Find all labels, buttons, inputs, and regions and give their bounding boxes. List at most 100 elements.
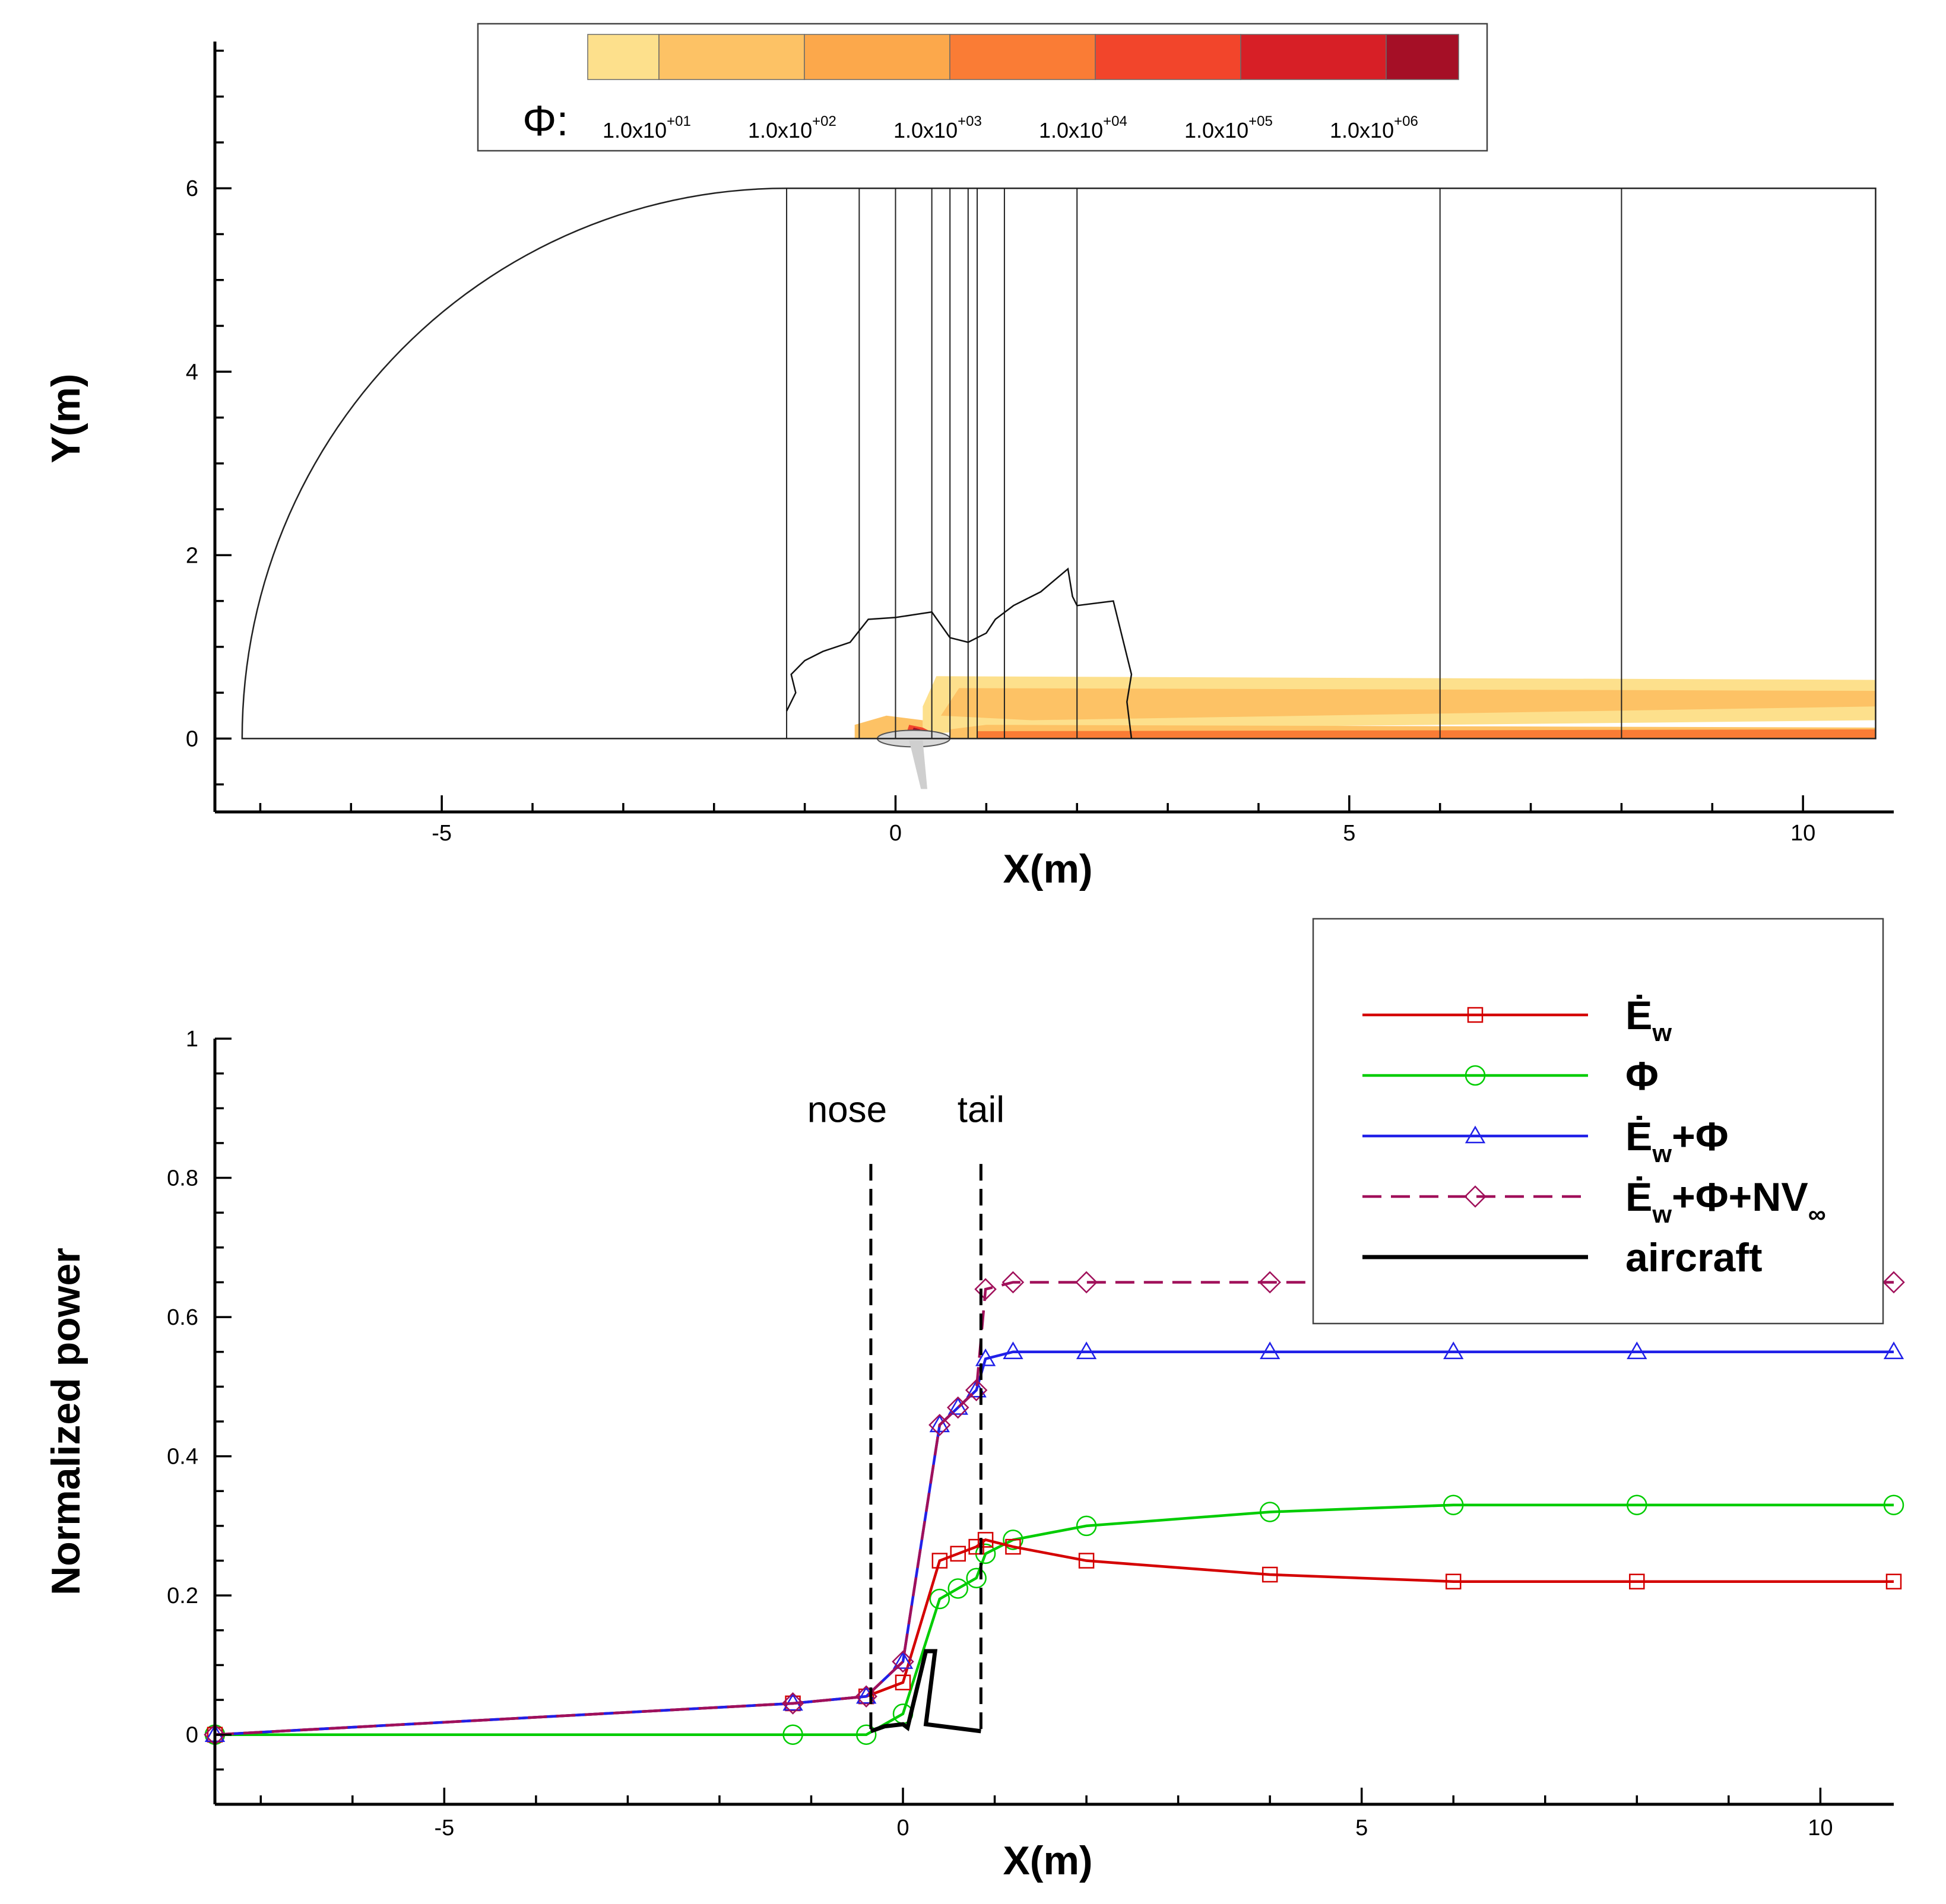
colorbar-swatch [1386, 34, 1459, 80]
contour-axes: -5 0 5 10 0 2 4 6 [186, 42, 1894, 846]
data-point-circle [947, 1578, 968, 1599]
legend-entry-label: Ėw+Φ+NV∞ [1625, 1175, 1826, 1228]
data-point-square [1629, 1573, 1645, 1589]
annotation-label-tail: tail [958, 1090, 1004, 1131]
legend-label-base: Φ [1625, 1053, 1659, 1099]
legend-frame [1312, 918, 1884, 1325]
y-tick-label: 0 [186, 726, 198, 751]
data-point-triangle [1883, 1341, 1904, 1359]
y-tick-label-power: 0.8 [167, 1166, 198, 1191]
y-tick-label-power: 0.2 [167, 1584, 198, 1608]
data-point-square [950, 1546, 966, 1562]
legend-entry-label: aircraft [1625, 1235, 1763, 1280]
data-point-triangle [1443, 1341, 1464, 1359]
x-axis-title-power: X(m) [1003, 1838, 1092, 1883]
colorbar-symbol: Φ: [522, 97, 568, 145]
legend-label-subscript: w [1652, 1140, 1672, 1167]
data-point-diamond [946, 1396, 969, 1419]
colorbar-tick-base: 1.0x10 [748, 118, 812, 142]
legend-label-subscript: w [1652, 1200, 1672, 1228]
y-tick-label-power: 0.4 [167, 1445, 198, 1470]
colorbar-swatch [1240, 34, 1387, 80]
data-point-triangle [929, 1414, 950, 1433]
legend-label-tail: +Φ [1672, 1114, 1729, 1159]
colorbar-tick-exponent: +04 [1103, 113, 1127, 129]
colorbar-tick-label: 1.0x10+01 [603, 113, 691, 142]
data-point-square [977, 1532, 994, 1548]
colorbar-swatch [658, 34, 805, 80]
legend-entry-label: Φ [1625, 1053, 1659, 1099]
data-point-square [1445, 1573, 1462, 1589]
legend-label-base: Ė [1625, 1175, 1652, 1220]
colorbar-tick-base: 1.0x10 [1184, 118, 1248, 142]
colorbar-tick-exponent: +06 [1394, 113, 1418, 129]
data-point-square [1467, 1007, 1484, 1023]
data-point-circle [782, 1724, 803, 1745]
x-tick-label: -5 [432, 821, 452, 846]
data-point-triangle [1003, 1341, 1023, 1359]
series--group [204, 1494, 1904, 1745]
data-point-triangle [947, 1397, 968, 1415]
y-tick-label: 4 [186, 360, 198, 385]
data-point-diamond [974, 1278, 997, 1300]
aircraft-fin-shadow [909, 740, 927, 789]
data-point-circle [1627, 1494, 1647, 1515]
y-tick-label: 2 [186, 543, 198, 568]
colorbar-swatch [804, 34, 950, 80]
phi-band-low [940, 688, 1876, 721]
data-point-triangle [892, 1651, 914, 1669]
data-point-square [1262, 1566, 1278, 1583]
data-point-circle [966, 1567, 987, 1589]
data-point-diamond [1001, 1271, 1025, 1294]
series-line [214, 1350, 1894, 1736]
data-point-diamond [781, 1692, 804, 1715]
data-point-triangle [1627, 1341, 1647, 1359]
y-tick-label-power: 0.6 [167, 1305, 198, 1330]
colorbar-tick-label: 1.0x10+06 [1330, 113, 1418, 142]
colorbar-tick-exponent: +05 [1248, 113, 1273, 129]
colorbar-tick-exponent: +01 [667, 113, 691, 129]
legend-entry-label: Ėw+Φ [1625, 1114, 1729, 1167]
series-aircraft-group [870, 1649, 981, 1734]
data-point-triangle [1076, 1341, 1097, 1359]
data-point-diamond [855, 1685, 877, 1708]
colorbar-tick-label: 1.0x10+05 [1184, 113, 1273, 142]
data-point-diamond [1259, 1271, 1281, 1294]
data-point-square [1885, 1573, 1902, 1589]
series-wnv-group [204, 1271, 1905, 1746]
y-tick-label-power: 0 [186, 1723, 198, 1748]
legend-label-base: aircraft [1625, 1235, 1763, 1280]
data-point-diamond [1075, 1271, 1098, 1294]
data-point-circle [1883, 1494, 1904, 1515]
legend-label-tail: +Φ+NV [1672, 1175, 1808, 1220]
computational-domain [241, 187, 1877, 740]
series-lines [204, 1271, 1905, 1746]
colorbar-swatch [1095, 34, 1241, 80]
series-line [215, 1503, 1894, 1736]
data-point-circle [1003, 1529, 1023, 1550]
data-point-diamond [892, 1650, 914, 1673]
series-w-group [207, 1532, 1902, 1743]
colorbar-tick-base: 1.0x10 [603, 118, 667, 142]
y-axis-title-power: Normalized power [43, 1248, 88, 1595]
phi-band-wake-core [977, 729, 1876, 739]
series-w-group [204, 1341, 1904, 1742]
nose-tail-annotations: nose tail [807, 1090, 1004, 1735]
data-point-circle [1443, 1494, 1464, 1515]
legend-label-subscript: ∞ [1808, 1200, 1826, 1228]
y-tick-label: 6 [186, 176, 198, 201]
data-point-circle [1259, 1502, 1281, 1522]
data-point-diamond [1464, 1185, 1487, 1208]
colorbar-tick-base: 1.0x10 [1039, 118, 1103, 142]
x-axis-title: X(m) [1003, 846, 1092, 891]
domain-boundary [241, 187, 1877, 740]
power-line-panel: nose tail -5 0 5 10 0 0.2 0.4 0.6 0.8 1 X(m) Norma… [43, 918, 1905, 1883]
colorbar-swatch [587, 34, 660, 80]
colorbar-tick-label: 1.0x10+02 [748, 113, 836, 142]
legend-label-base: Ė [1625, 993, 1652, 1038]
x-tick-label: 10 [1790, 821, 1815, 846]
data-point-circle [1465, 1065, 1486, 1086]
